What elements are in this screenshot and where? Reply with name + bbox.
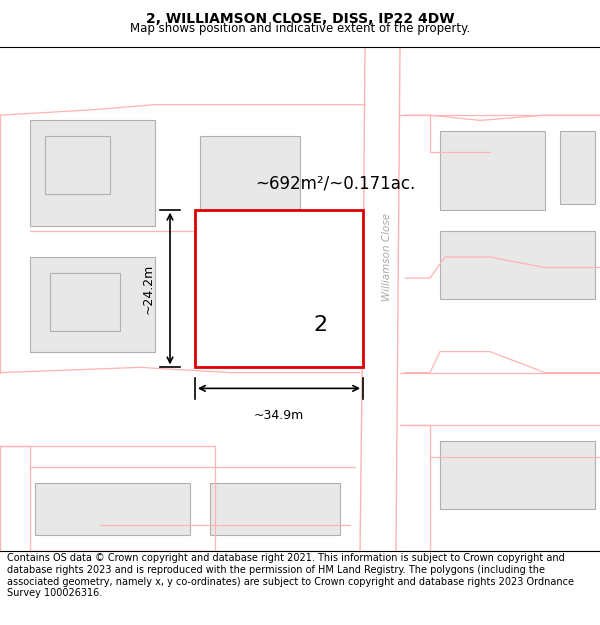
Polygon shape — [440, 131, 545, 210]
Polygon shape — [45, 136, 110, 194]
Polygon shape — [35, 483, 190, 536]
Text: Contains OS data © Crown copyright and database right 2021. This information is : Contains OS data © Crown copyright and d… — [7, 554, 574, 598]
Text: 2: 2 — [313, 316, 327, 336]
Polygon shape — [195, 210, 363, 368]
Polygon shape — [200, 136, 300, 226]
Polygon shape — [30, 257, 155, 352]
Polygon shape — [440, 231, 595, 299]
Polygon shape — [30, 121, 155, 226]
Polygon shape — [560, 131, 595, 204]
Text: ~24.2m: ~24.2m — [142, 263, 155, 314]
Polygon shape — [210, 483, 340, 536]
Text: 2, WILLIAMSON CLOSE, DISS, IP22 4DW: 2, WILLIAMSON CLOSE, DISS, IP22 4DW — [146, 12, 454, 26]
Text: Williamson Close: Williamson Close — [382, 213, 392, 301]
Text: ~692m²/~0.171ac.: ~692m²/~0.171ac. — [255, 174, 415, 192]
Polygon shape — [50, 272, 120, 331]
Text: Map shows position and indicative extent of the property.: Map shows position and indicative extent… — [130, 22, 470, 35]
Polygon shape — [440, 441, 595, 509]
Polygon shape — [210, 289, 270, 357]
Polygon shape — [210, 220, 310, 289]
Text: ~34.9m: ~34.9m — [254, 409, 304, 422]
